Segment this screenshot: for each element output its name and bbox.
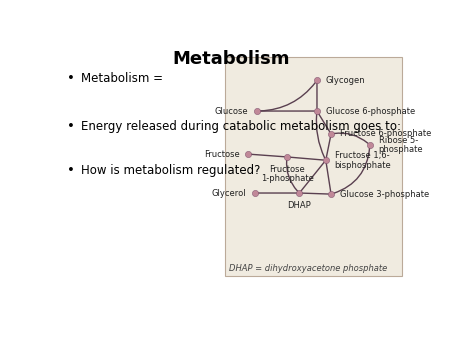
Text: Metabolism: Metabolism (172, 50, 289, 68)
Text: Metabolism =: Metabolism = (81, 72, 162, 85)
Text: DHAP: DHAP (288, 201, 311, 210)
Text: Glycogen: Glycogen (326, 76, 365, 85)
FancyBboxPatch shape (225, 57, 401, 276)
Text: Glucose 3-phosphate: Glucose 3-phosphate (340, 190, 429, 199)
Text: Ribose 5-
phosphate: Ribose 5- phosphate (378, 136, 423, 154)
Text: Energy released during catabolic metabolism goes to:: Energy released during catabolic metabol… (81, 120, 401, 133)
Text: •: • (67, 72, 75, 85)
Text: How is metabolism regulated?: How is metabolism regulated? (81, 164, 260, 177)
Text: Fructose: Fructose (204, 150, 239, 159)
Text: DHAP = dihydroxyacetone phosphate: DHAP = dihydroxyacetone phosphate (229, 264, 387, 273)
Text: •: • (67, 120, 75, 133)
Text: Fructose
1-phosphate: Fructose 1-phosphate (261, 165, 314, 184)
Text: Glycerol: Glycerol (212, 189, 247, 197)
Text: Glucose: Glucose (215, 106, 248, 116)
Text: Glucose 6-phosphate: Glucose 6-phosphate (326, 106, 415, 116)
Text: Fructose 6-phosphate: Fructose 6-phosphate (340, 129, 431, 139)
Text: Fructose 1,6-
bisphosphate: Fructose 1,6- bisphosphate (334, 151, 391, 170)
Text: •: • (67, 164, 75, 177)
